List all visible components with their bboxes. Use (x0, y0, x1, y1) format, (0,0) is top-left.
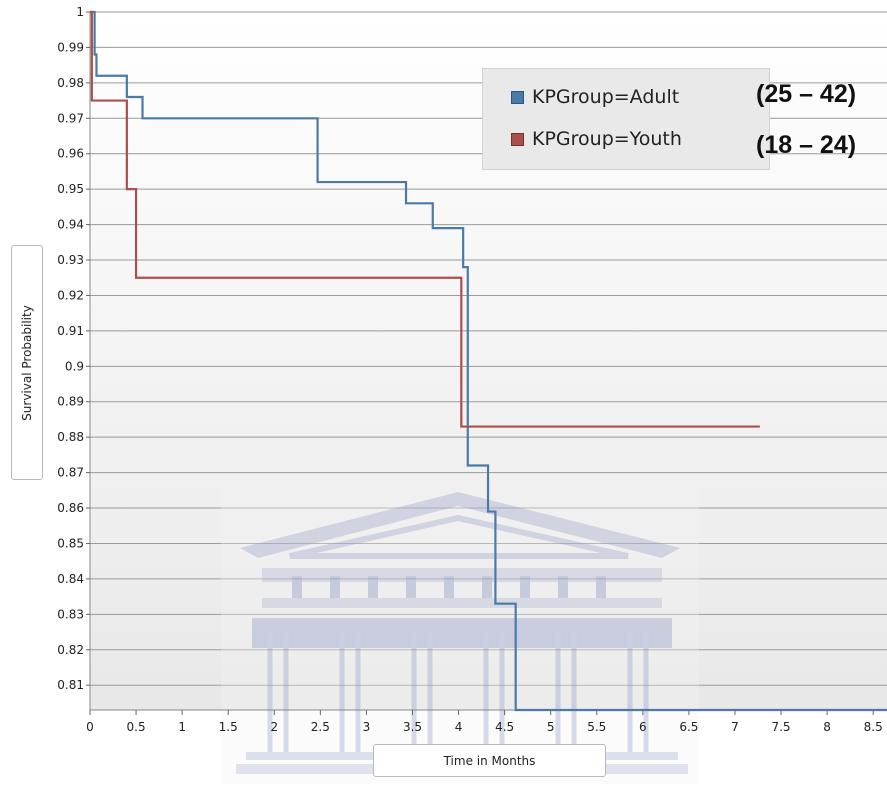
legend-label-youth: KPGroup=Youth (532, 128, 682, 150)
grid-lines (90, 11, 887, 686)
survival-curves (90, 10, 887, 712)
y-tick-label: 0.95 (57, 182, 84, 196)
x-tick-label: 0 (86, 720, 94, 734)
x-tick-label: 3 (363, 720, 371, 734)
y-tick-label: 0.91 (57, 324, 84, 338)
legend-label-adult: KPGroup=Adult (532, 86, 680, 108)
y-axis-title-text: Survival Probability (20, 304, 35, 421)
x-tick-label: 5 (547, 720, 555, 734)
y-tick-label: 0.96 (57, 147, 84, 161)
legend: KPGroup=Adult KPGroup=Youth (482, 68, 770, 170)
x-tick-label: 4.5 (495, 720, 514, 734)
x-tick-label: 5.5 (587, 720, 606, 734)
x-axis-title: Time in Months (373, 744, 606, 777)
legend-swatch-adult (511, 90, 524, 104)
x-tick-label: 8 (823, 720, 831, 734)
y-tick-label: 0.97 (57, 111, 84, 125)
y-tick-label: 0.9 (65, 359, 84, 373)
x-tick-label: 6.5 (679, 720, 698, 734)
x-tick-label: 1.5 (219, 720, 238, 734)
legend-swatch-youth (511, 132, 524, 146)
x-tick-label: 6 (639, 720, 647, 734)
x-tick-label: 4 (455, 720, 463, 734)
y-tick-label: 0.87 (57, 466, 84, 480)
y-tick-label: 0.83 (57, 607, 84, 621)
y-axis-ticks: 0.81 0.82 0.83 0.84 0.85 0.86 0.87 0.88 0.89 0.9 0… (57, 5, 90, 692)
x-tick-label: 1 (178, 720, 186, 734)
x-tick-label: 0.5 (127, 720, 146, 734)
adult-age-range: (25 – 42) (756, 80, 857, 108)
university-building-watermark-icon (221, 484, 699, 784)
y-tick-label: 0.98 (57, 76, 84, 90)
y-tick-label: 0.82 (57, 643, 84, 657)
y-tick-label: 0.93 (57, 253, 84, 267)
y-tick-label: 0.92 (57, 288, 84, 302)
y-tick-label: 0.81 (57, 678, 84, 692)
x-axis-ticks: 0 0.5 1 1.5 2 2.5 3 3.5 4 4.5 5 5.5 6 6.5 7 7.5 8 8.5 (86, 710, 883, 734)
y-tick-label: 0.94 (57, 218, 84, 232)
survival-curve-adult (90, 10, 887, 712)
y-tick-label: 0.89 (57, 395, 84, 409)
x-tick-label: 2 (270, 720, 278, 734)
y-tick-label: 0.86 (57, 501, 84, 515)
x-tick-label: 7.5 (771, 720, 790, 734)
y-tick-label: 0.84 (57, 572, 84, 586)
x-tick-label: 3.5 (403, 720, 422, 734)
y-tick-label: 0.85 (57, 536, 84, 550)
legend-item-adult: KPGroup=Adult (511, 86, 679, 108)
survival-curve-youth (90, 10, 760, 428)
legend-item-youth: KPGroup=Youth (511, 128, 682, 150)
x-tick-label: 2.5 (311, 720, 330, 734)
y-tick-label: 1 (76, 5, 84, 19)
x-axis-title-text: Time in Months (443, 753, 536, 768)
youth-age-range: (18 – 24) (756, 131, 857, 159)
y-tick-label: 0.88 (57, 430, 84, 444)
x-tick-label: 7 (731, 720, 739, 734)
x-tick-label: 8.5 (864, 720, 883, 734)
y-axis-title: Survival Probability (11, 245, 43, 480)
y-tick-label: 0.99 (57, 40, 84, 54)
